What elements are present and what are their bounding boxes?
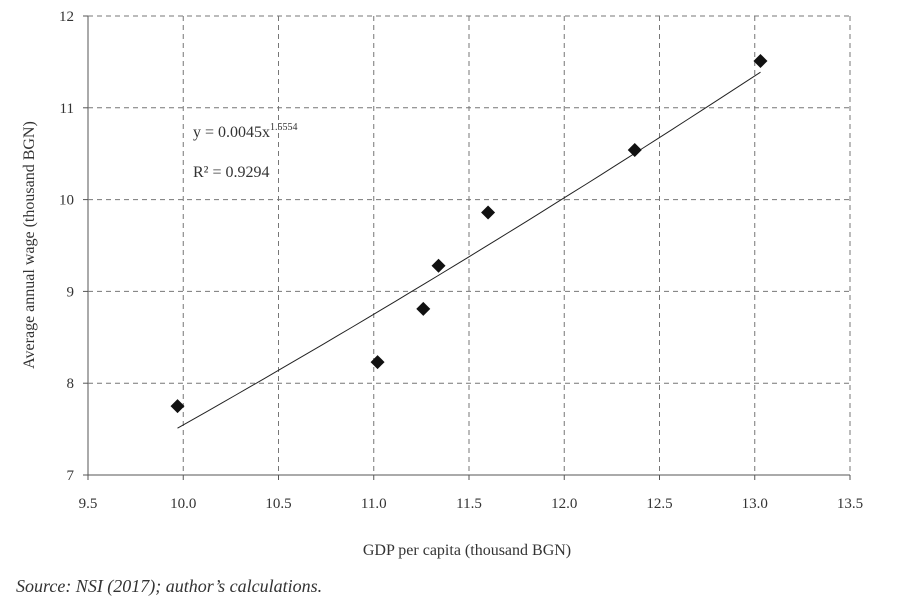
x-tick-label: 12.0 — [551, 496, 577, 512]
x-tick-label: 10.0 — [170, 496, 196, 512]
x-tick-label: 13.0 — [742, 496, 768, 512]
x-axis-label: GDP per capita (thousand BGN) — [363, 542, 571, 559]
y-tick-label: 7 — [67, 468, 75, 484]
x-tick-label: 12.5 — [646, 496, 672, 512]
equation-label: y = 0.0045x1.5554 — [193, 122, 298, 141]
data-point — [481, 205, 496, 220]
x-tick-label: 11.5 — [456, 496, 482, 512]
source-note: Source: NSI (2017); author’s calculation… — [16, 576, 323, 596]
x-tick-label: 9.5 — [79, 496, 98, 512]
x-tick-label: 11.0 — [361, 496, 387, 512]
y-axis-label: Average annual wage (thousand BGN) — [21, 121, 38, 369]
trendline — [177, 71, 761, 429]
x-tick-label: 13.5 — [837, 496, 863, 512]
y-tick-label: 11 — [60, 101, 74, 117]
data-point — [627, 143, 642, 158]
y-tick-label: 9 — [67, 284, 75, 300]
x-tick-label: 10.5 — [265, 496, 291, 512]
r2-label: R² = 0.9294 — [193, 164, 270, 181]
y-tick-label: 10 — [59, 193, 74, 209]
data-point — [170, 399, 185, 414]
data-point — [370, 355, 385, 370]
y-tick-label: 8 — [67, 376, 75, 392]
y-tick-label: 12 — [59, 9, 74, 25]
data-point — [416, 301, 431, 316]
data-point — [431, 258, 446, 273]
data-point — [753, 53, 768, 68]
